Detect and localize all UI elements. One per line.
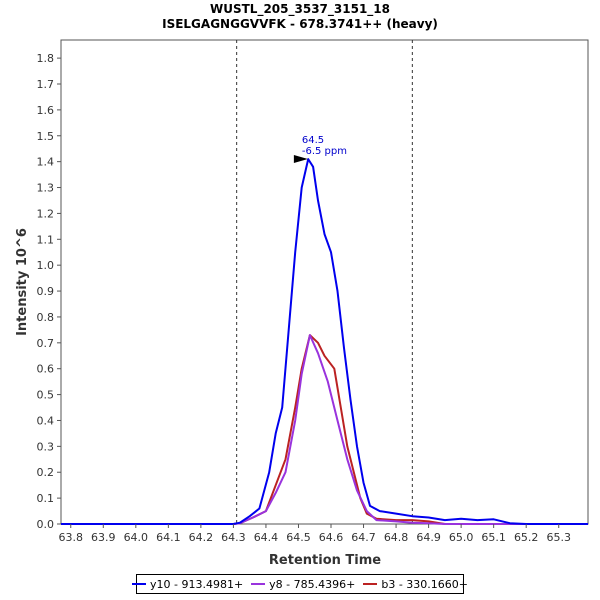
series-lines (61, 158, 588, 525)
x-tick-label: 64.5 (286, 531, 311, 544)
legend-label: b3 - 330.1660+ (381, 577, 469, 591)
legend-item: y8 - 785.4396+ (251, 578, 355, 591)
x-tick-label: 63.8 (59, 531, 84, 544)
x-tick-label: 64.2 (189, 531, 214, 544)
x-tick-label: 64.9 (416, 531, 441, 544)
y-tick-label: 0.7 (37, 337, 55, 350)
y-tick-label: 0.5 (37, 389, 55, 402)
y-tick-label: 1.2 (37, 207, 55, 220)
y-tick-label: 1.3 (37, 182, 55, 195)
y-tick-label: 1.8 (37, 52, 55, 65)
legend-item: y10 - 913.4981+ (131, 577, 244, 591)
y-tick-label: 1.0 (37, 259, 55, 272)
y-tick-label: 0.8 (37, 311, 55, 324)
x-tick-label: 64.4 (254, 531, 279, 544)
legend-swatch-icon (131, 583, 146, 585)
x-tick-label: 65.2 (514, 531, 539, 544)
y-tick-label: 0.6 (37, 363, 55, 376)
y-tick-label: 0.3 (37, 440, 55, 453)
x-tick-label: 65.1 (481, 531, 506, 544)
x-tick-label: 64.7 (351, 531, 376, 544)
x-tick-label: 64.1 (156, 531, 181, 544)
y-tick-label: 1.1 (37, 233, 55, 246)
x-tick-label: 65.3 (546, 531, 571, 544)
y-tick-label: 1.6 (37, 104, 55, 117)
y-tick-label: 0.0 (37, 518, 55, 531)
y-tick-label: 0.2 (37, 466, 55, 479)
legend-label: y8 - 785.4396+ (269, 577, 356, 591)
series-line-y10 (61, 158, 588, 525)
y-axis-title: Intensity 10^6 (15, 228, 30, 336)
plot-area (60, 39, 589, 525)
chart-title: WUSTL_205_3537_3151_18 (210, 2, 390, 17)
legend-label: y10 - 913.4981+ (149, 577, 244, 591)
legend-swatch-icon (251, 583, 266, 585)
x-tick-label: 64.3 (221, 531, 246, 544)
x-axis-title: Retention Time (269, 553, 381, 568)
y-axis-ticks: 0.0 0.1 0.2 0.3 0.4 0.5 0.6 0.7 0.8 0.9 1.0 1.1 1.2 1… (37, 52, 61, 531)
legend-swatch-icon (363, 583, 378, 585)
peak-arrow-icon (293, 155, 308, 164)
x-axis-ticks: 63.8 63.9 64.0 64.1 64.2 64.3 64.4 64.5 64.6 64.7… (59, 524, 571, 544)
y-tick-label: 0.1 (37, 492, 55, 505)
y-tick-label: 0.9 (37, 285, 55, 298)
x-tick-label: 64.8 (384, 531, 409, 544)
x-tick-label: 64.0 (124, 531, 149, 544)
x-tick-label: 65.0 (449, 531, 474, 544)
boundary-lines (236, 40, 413, 524)
x-tick-label: 64.6 (319, 531, 344, 544)
peak-annotation-rt: 64.5 (302, 135, 324, 146)
y-tick-label: 1.5 (37, 130, 55, 143)
y-tick-label: 1.4 (37, 156, 55, 169)
y-tick-label: 0.4 (37, 414, 55, 427)
y-tick-label: 1.7 (37, 78, 55, 91)
legend-item: b3 - 330.1660+ (363, 578, 468, 591)
x-tick-label: 63.9 (91, 531, 116, 544)
legend: y10 - 913.4981+ y8 - 785.4396+ b3 - 330.16… (131, 574, 468, 594)
peak-annotation-ppm: -6.5 ppm (302, 146, 347, 157)
chart-subtitle: ISELGAGNGGVVFK - 678.3741++ (heavy) (162, 17, 438, 31)
series-line-y8 (61, 334, 588, 525)
